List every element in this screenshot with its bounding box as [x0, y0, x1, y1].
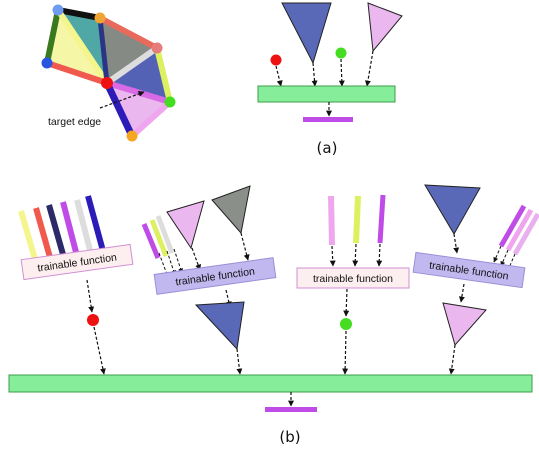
arrow — [338, 58, 345, 87]
edge-feature — [505, 208, 534, 252]
arrow — [507, 253, 516, 271]
arrow — [453, 233, 460, 254]
mesh-edge — [55, 8, 110, 85]
target-edge-label: target edge — [48, 116, 101, 128]
mesh-vertex — [151, 42, 163, 54]
group-edges-to-vertex-2: trainable function — [296, 194, 410, 375]
red-vertex-input — [270, 54, 282, 66]
arrow — [93, 326, 106, 375]
edge-feature — [155, 215, 175, 254]
panel-b: trainable function trainable function — [8, 184, 539, 446]
arrow — [191, 247, 201, 271]
mesh-illustration: target edge — [41, 4, 176, 142]
group-edges-to-vertex: trainable function — [18, 195, 134, 375]
mesh-edge — [103, 81, 136, 138]
blue-triangle-input — [424, 184, 481, 235]
mesh-edge — [44, 9, 61, 64]
mesh-vertex — [52, 4, 64, 16]
arrow — [364, 50, 374, 87]
arrow — [448, 344, 456, 375]
edge-feature — [512, 212, 539, 256]
edge-feature — [328, 195, 335, 246]
arrow — [173, 248, 183, 274]
mesh-edge — [57, 7, 101, 21]
mesh-vertex — [164, 96, 176, 108]
arrow — [166, 250, 176, 276]
arrow — [352, 243, 359, 267]
edge-feature — [46, 204, 67, 259]
edge-output — [303, 117, 353, 122]
trainable-function-box — [296, 267, 410, 289]
arrow — [376, 243, 383, 267]
mesh-vertex — [126, 130, 138, 142]
arrow — [225, 289, 232, 308]
edge-feature — [377, 194, 386, 244]
blue-triangle-output — [194, 301, 245, 351]
mesh-face-pink — [107, 83, 170, 136]
mesh-edge — [105, 45, 159, 86]
trainable-function-box — [20, 243, 134, 281]
edge-feature — [60, 201, 80, 257]
group-face-and-edges-to-face: trainable function — [412, 184, 539, 375]
mesh-edge — [97, 17, 110, 84]
trainable-function-box — [153, 257, 277, 295]
mesh-vertex — [41, 57, 53, 69]
mesh-face-blue — [107, 48, 170, 102]
pink-triangle-input — [367, 2, 403, 53]
green-vertex-input — [335, 47, 347, 59]
arrow — [240, 232, 250, 261]
edge-feature — [353, 195, 361, 244]
arrow — [493, 245, 502, 263]
arrow — [275, 65, 283, 87]
pink-triangle-input — [166, 200, 205, 250]
aggregation-bar — [257, 85, 396, 103]
red-vertex-output — [87, 314, 99, 326]
edge-feature — [74, 199, 94, 255]
green-vertex-output — [340, 318, 352, 330]
aggregation-bar — [8, 374, 533, 393]
mesh-vertex — [101, 77, 113, 89]
caption-b: (b) — [279, 428, 300, 446]
group-edges-to-face: trainable function — [141, 185, 277, 375]
arrow — [342, 330, 349, 375]
mesh-face-gray — [100, 18, 157, 83]
edge-feature — [498, 204, 527, 248]
edge-feature — [141, 223, 161, 259]
mesh-edge — [129, 99, 173, 139]
arrow — [329, 245, 336, 267]
caption-a: (a) — [317, 139, 338, 157]
mesh-edge — [98, 15, 159, 51]
edge-feature — [85, 195, 106, 252]
panel-a-aggregation: (a) — [257, 2, 403, 157]
pink-triangle-output — [442, 302, 487, 347]
mesh-edge — [46, 60, 108, 86]
edge-feature — [33, 207, 54, 262]
arrow — [86, 279, 95, 313]
arrow — [236, 348, 243, 375]
mesh-vertex — [94, 12, 106, 24]
arrow — [343, 288, 350, 317]
trainable-function-box — [412, 251, 526, 289]
mesh-edge — [154, 47, 173, 103]
edge-output — [265, 407, 317, 412]
trainable-function-label: trainable function — [313, 273, 393, 285]
arrow — [458, 283, 465, 303]
blue-triangle-input — [281, 2, 332, 65]
target-edge-pointer — [99, 91, 145, 109]
arrow — [311, 62, 318, 87]
edge-feature — [149, 219, 169, 257]
edge-feature — [18, 210, 40, 267]
arrow — [500, 249, 509, 267]
gray-triangle-input — [211, 185, 251, 235]
